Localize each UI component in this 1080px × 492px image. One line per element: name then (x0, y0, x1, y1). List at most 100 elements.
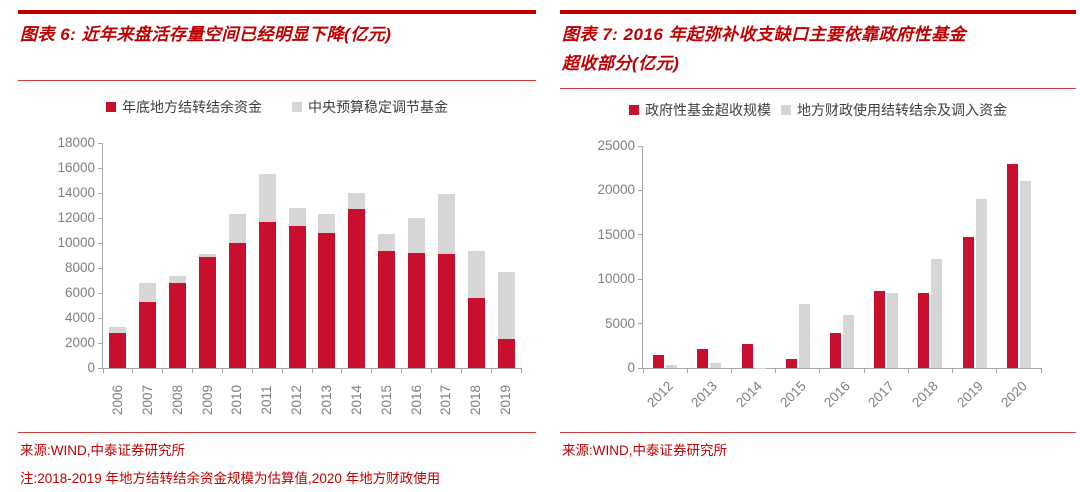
x-tick-label: 2013 (688, 378, 721, 411)
legend-label: 地方财政使用结转结余及调入资金 (797, 102, 1007, 118)
y-axis-tick (98, 217, 103, 219)
bar-red (874, 290, 886, 368)
x-axis-tick (401, 368, 403, 373)
legend-label: 中央预算稳定调节基金 (308, 99, 448, 115)
x-tick-label: 2011 (259, 385, 275, 415)
x-tick-label: 2014 (348, 384, 364, 416)
y-tick-label: 10000 (57, 235, 95, 250)
y-axis-tick (638, 367, 643, 369)
y-tick-label: 6000 (64, 285, 95, 300)
x-axis-tick (642, 368, 644, 373)
x-tick-label: 2009 (199, 384, 215, 416)
figure-6-plot-area: 0 2000 4000 6000 8000 10000 12000 14000 16000 180… (57, 136, 522, 415)
legend-item: 中央预算稳定调节基金 (292, 97, 448, 117)
source-divider (18, 432, 536, 433)
bar-segment-red (497, 339, 515, 368)
bar-segment-red (228, 243, 246, 368)
y-tick-label: 5000 (604, 315, 635, 331)
x-axis-tick (311, 368, 313, 373)
x-tick-label: 2006 (109, 384, 125, 416)
x-tick-label: 2018 (468, 384, 484, 416)
y-axis-tick (98, 142, 103, 144)
legend-label: 政府性基金超收规模 (645, 102, 771, 118)
bar-segment-gray (467, 250, 485, 298)
bar-gray (666, 365, 678, 368)
y-tick-label: 2000 (64, 335, 95, 350)
y-axis-tick (638, 234, 643, 236)
x-axis-tick (1040, 368, 1042, 373)
y-axis-tick (98, 267, 103, 269)
bar-segment-gray (348, 193, 366, 210)
y-tick-label: 12000 (57, 210, 95, 225)
x-axis-tick (520, 368, 522, 373)
bar-red (918, 293, 930, 368)
legend-item: 政府性基金超收规模 (629, 100, 771, 120)
bar-segment-red (348, 209, 366, 368)
y-tick-label: 15000 (597, 226, 635, 242)
y-axis-tick (638, 278, 643, 280)
x-axis-tick (341, 368, 343, 373)
bar-segment-gray (318, 214, 336, 233)
x-tick-label: 2018 (909, 378, 942, 411)
bar-segment-red (169, 283, 187, 368)
bar-red (697, 349, 709, 368)
y-tick-label: 8000 (64, 260, 95, 275)
y-tick-label: 18000 (57, 135, 95, 150)
y-axis-tick (98, 167, 103, 169)
legend-item: 地方财政使用结转结余及调入资金 (781, 100, 1007, 120)
x-axis-tick (863, 368, 865, 373)
figure-6-source: 来源:WIND,中泰证券研究所 (20, 443, 185, 458)
x-axis-tick (430, 368, 432, 373)
bar-gray (1019, 180, 1031, 368)
figure-6-panel: 图表 6: 近年来盘活存量空间已经明显下降(亿元) 年底地方结转结余资金 中央预… (18, 0, 536, 492)
bar-segment-red (318, 233, 336, 368)
bar-segment-red (408, 253, 425, 368)
y-axis-tick (638, 189, 643, 191)
x-axis-tick (775, 368, 777, 373)
bar-segment-red (288, 225, 306, 368)
x-tick-label: 2015 (378, 384, 394, 416)
y-tick-label: 4000 (64, 310, 95, 325)
bar-red (785, 359, 797, 368)
figure-7-plot-area: 0 5000 10000 15000 20000 25000 2012 2013 2014 201… (597, 139, 1042, 410)
x-tick-label: 2012 (644, 378, 677, 411)
bar-segment-red (199, 256, 216, 368)
y-axis-tick (98, 242, 103, 244)
bar-segment-gray (288, 208, 306, 226)
x-axis-tick (996, 368, 998, 373)
bar-segment-gray (437, 194, 455, 255)
x-tick-label: 2007 (139, 384, 155, 416)
y-axis-tick (98, 367, 103, 369)
y-tick-label: 10000 (597, 271, 635, 287)
bar-segment-gray (228, 214, 246, 243)
bar-gray (798, 304, 810, 368)
x-tick-label: 2020 (997, 378, 1030, 411)
x-axis-tick (952, 368, 954, 373)
x-axis-tick (102, 368, 104, 373)
y-tick-label: 0 (87, 360, 95, 375)
bar-segment-red (258, 221, 276, 368)
x-tick-label: 2012 (289, 384, 305, 416)
bar-gray (710, 362, 722, 368)
x-tick-label: 2010 (229, 384, 245, 416)
figure-7-title-line1: 图表 7: 2016 年起弥补收支缺口主要依靠政府性基金 (562, 25, 967, 44)
figure-top-rule (18, 10, 536, 14)
bar-gray (975, 199, 987, 368)
bar-gray (931, 258, 943, 368)
title-divider (18, 80, 536, 81)
x-axis-tick (221, 368, 223, 373)
x-tick-label: 2013 (318, 384, 334, 416)
figure-6-note: 注:2018-2019 年地方结转结余资金规模为估算值,2020 年地方财政使用 (20, 471, 441, 486)
y-axis-tick (98, 192, 103, 194)
bar-red (962, 237, 974, 368)
x-axis-tick (162, 368, 164, 373)
y-axis-tick (98, 292, 103, 294)
bar-red (653, 354, 665, 368)
figure-6-legend: 年底地方结转结余资金 中央预算稳定调节基金 (18, 97, 536, 117)
x-tick-label: 2016 (821, 378, 853, 411)
bar-red (830, 333, 841, 368)
bar-red (1006, 163, 1018, 368)
bar-segment-gray (378, 234, 396, 251)
bar-gray (843, 314, 854, 368)
x-tick-label: 2016 (408, 384, 424, 416)
